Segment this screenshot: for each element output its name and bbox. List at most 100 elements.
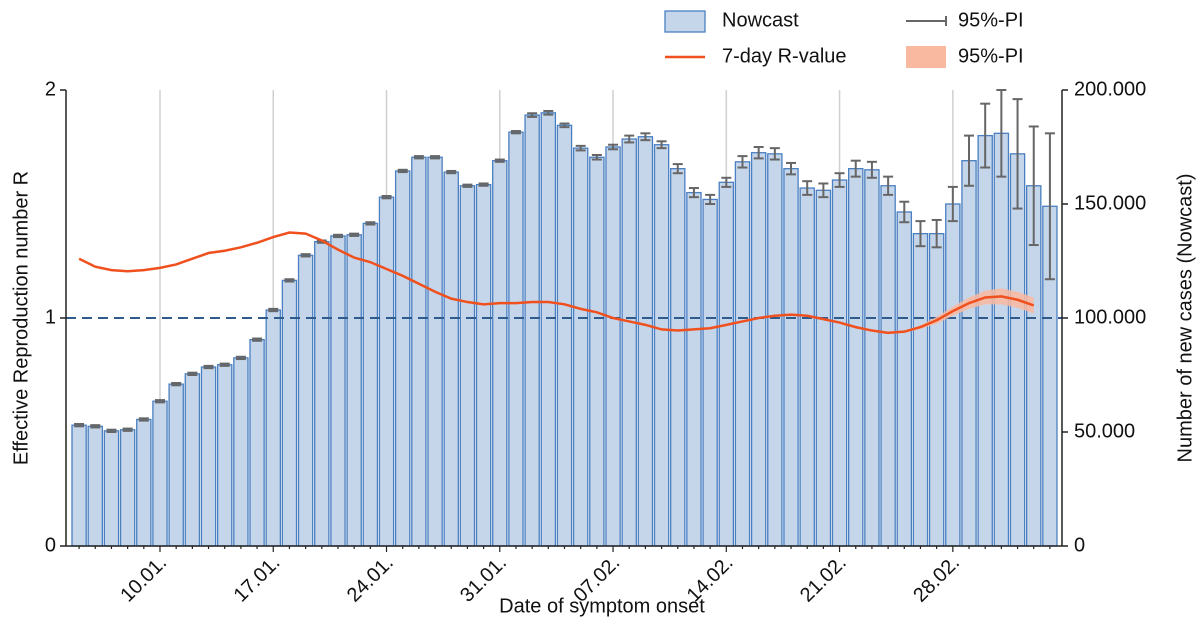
error-bar xyxy=(899,200,910,224)
error-bar xyxy=(154,399,165,404)
y2-tick-label: 50.000 xyxy=(1074,420,1135,442)
error-bar xyxy=(737,155,748,169)
error-bar xyxy=(688,187,699,199)
error-bar xyxy=(252,337,263,342)
bar xyxy=(993,132,1010,547)
error-bar xyxy=(381,195,392,200)
error-bar xyxy=(284,278,295,283)
bar xyxy=(233,357,249,547)
bar xyxy=(216,364,233,547)
bar xyxy=(831,179,848,547)
error-bar xyxy=(559,122,570,129)
bar xyxy=(362,222,379,547)
x-tick-label: 14.02. xyxy=(683,552,738,607)
bar xyxy=(152,400,168,547)
error-bar xyxy=(446,169,457,175)
error-bar xyxy=(996,89,1007,178)
error-bar xyxy=(462,183,473,188)
bar xyxy=(783,168,799,547)
bar xyxy=(977,134,993,547)
bar xyxy=(556,124,573,547)
bar xyxy=(945,203,961,547)
bar xyxy=(880,185,896,547)
bar xyxy=(540,112,557,547)
bar xyxy=(961,160,977,547)
error-bar xyxy=(1044,132,1055,281)
error-bar xyxy=(235,355,246,361)
error-bar xyxy=(543,109,554,116)
y2-tick-label: 100.000 xyxy=(1074,306,1146,328)
legend-label: 7-day R-value xyxy=(722,45,847,67)
error-bar xyxy=(818,182,829,199)
legend-label: 95%-PI xyxy=(958,9,1024,31)
error-bar xyxy=(219,362,230,367)
error-bar xyxy=(527,112,538,118)
bar xyxy=(896,211,913,547)
error-bar xyxy=(122,427,133,432)
bar xyxy=(912,232,929,547)
y2-tick-label: 150.000 xyxy=(1074,192,1146,214)
bar xyxy=(200,366,217,547)
bar xyxy=(443,171,459,547)
legend-label: 95%-PI xyxy=(958,45,1024,67)
y2-axis-label: Number of new cases (Nowcast) xyxy=(1174,174,1196,463)
error-bar xyxy=(786,161,797,176)
bar xyxy=(621,138,637,547)
bar xyxy=(378,196,395,547)
bar xyxy=(314,240,330,547)
legend-label: Nowcast xyxy=(722,9,799,31)
error-bar xyxy=(1028,125,1039,247)
bar xyxy=(330,235,346,547)
x-tick-label: 10.01. xyxy=(116,552,171,607)
bar xyxy=(136,418,152,547)
error-bar xyxy=(268,307,279,313)
error-bar xyxy=(980,102,991,169)
y2-tick-label: 200.000 xyxy=(1074,78,1146,100)
error-bar xyxy=(624,134,635,144)
bar xyxy=(734,161,751,547)
y-tick-label: 1 xyxy=(45,306,56,328)
error-bar xyxy=(510,130,521,135)
bar xyxy=(492,160,508,547)
bar xyxy=(848,168,864,547)
y2-tick-label: 0 xyxy=(1074,534,1085,556)
y-tick-label: 2 xyxy=(45,78,56,100)
bar xyxy=(249,339,265,547)
bar xyxy=(1009,153,1026,547)
error-bar xyxy=(413,155,424,160)
x-tick-label: 17.01. xyxy=(230,552,285,607)
legend-swatch xyxy=(906,46,946,68)
x-axis-label: Date of symptom onset xyxy=(499,595,705,617)
bar xyxy=(184,373,201,547)
bar xyxy=(928,232,945,547)
error-bar xyxy=(332,233,343,239)
bar xyxy=(653,144,670,547)
legend-swatch xyxy=(664,10,706,33)
error-bar xyxy=(608,143,619,151)
bar xyxy=(103,430,120,547)
error-bar xyxy=(802,180,813,196)
y-axis-label: Effective Reproduction number R xyxy=(10,171,32,465)
error-bar xyxy=(915,220,926,248)
error-bar xyxy=(931,218,942,249)
bar xyxy=(394,170,411,547)
error-bar xyxy=(1012,98,1023,210)
error-bar xyxy=(883,175,894,196)
error-bar xyxy=(478,182,489,187)
bar xyxy=(119,429,136,547)
error-bar xyxy=(850,159,861,178)
bar xyxy=(767,153,783,547)
error-bar xyxy=(705,193,716,205)
error-bar xyxy=(591,153,602,161)
y-tick-label: 0 xyxy=(45,534,56,556)
bar xyxy=(572,147,589,547)
line xyxy=(78,231,1035,335)
bar xyxy=(702,198,718,547)
bar xyxy=(864,169,880,547)
error-bar xyxy=(640,132,651,142)
error-bar xyxy=(171,381,182,387)
error-bar xyxy=(365,221,376,226)
bar xyxy=(71,424,87,547)
x-tick-label: 28.02. xyxy=(909,552,964,607)
